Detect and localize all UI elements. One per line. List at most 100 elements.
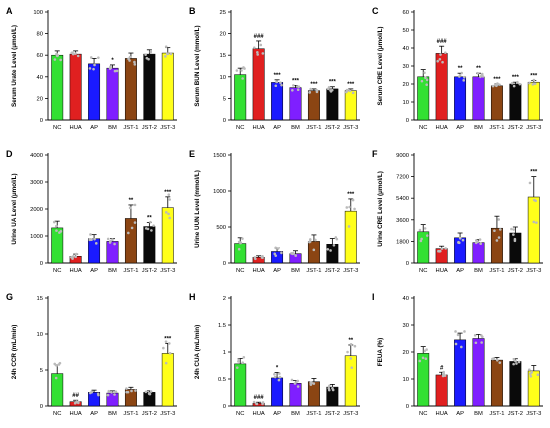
data-point [441,60,444,64]
data-point [128,55,132,59]
bar-jst-2 [509,232,522,264]
significance-label: *** [329,80,337,86]
data-point [495,239,499,242]
data-point [495,359,499,362]
bar-bm [289,383,302,407]
data-point [169,52,173,56]
data-point [113,242,116,246]
data-point [115,69,119,73]
bar-jst-2 [326,244,339,264]
significance-label: *** [530,73,538,79]
data-point [351,91,355,95]
data-point [532,220,536,224]
data-point [168,216,171,220]
significance-label: *** [347,82,355,88]
y-tick-label: 20 [37,96,43,102]
y-tick-label: 9000 [396,153,409,159]
data-point [144,390,148,394]
x-tick-label: HUA [253,411,265,417]
x-tick-label: AP [90,268,98,274]
data-point [418,359,422,363]
data-point [497,218,500,221]
data-point [89,233,92,236]
x-tick-label: JST-2 [142,411,157,417]
bar-nc [51,54,64,121]
panel-i: I FEUA (%) 0 10 20 30 40 NC # HUA AP BM JST-1 JST-2 JS… [372,292,543,417]
x-tick-label: JST-2 [508,268,523,274]
bar-jst-2 [509,83,522,121]
data-point [167,193,171,196]
y-tick-label: 1000 [213,189,226,195]
bar-ap [454,339,467,407]
bar-hua [435,374,448,407]
bar-jst-1 [490,227,503,264]
data-point [296,88,300,92]
significance-label: * [276,366,279,372]
data-point [164,340,168,343]
panel-d: D Urine UA Level (μmol/L) 0 1000 2000 3000 400… [6,149,177,274]
x-tick-label: AP [273,268,281,274]
data-point [534,199,537,203]
data-point [164,211,168,214]
y-tick-label: 50 [403,28,409,34]
data-point [93,237,96,241]
x-tick-label: NC [419,125,427,131]
data-point [290,378,294,382]
data-point [74,252,78,256]
data-point [242,356,246,359]
data-point [315,89,319,92]
data-point [480,341,483,344]
x-tick-label: HUA [253,268,265,274]
data-point [133,203,137,207]
y-axis-label: Urine UA Level (μmol/L) [11,173,18,244]
y-tick-label: 1.5 [218,323,226,329]
significance-label: *** [292,78,300,84]
significance-label: * [111,58,114,64]
x-tick-label: JST-3 [526,268,541,274]
data-point [53,58,57,61]
data-point [458,236,462,240]
panel-g: G 24h CCR (mL/min) 0 5 10 15 NC ## HUA AP BM JST-1 J… [6,292,177,417]
data-point [128,206,132,210]
data-point [425,83,428,87]
data-point [97,56,100,59]
data-point [106,393,110,397]
data-point [349,357,353,360]
y-tick-label: 40 [403,46,409,52]
data-point [425,348,428,351]
data-point [491,84,495,88]
data-point [513,239,517,243]
bar-ap [454,237,467,264]
bar-nc [234,243,247,264]
data-point [273,372,276,376]
data-point [113,69,117,73]
data-point [73,401,77,405]
y-axis-label: Urine CRE Level (μmol/L) [377,171,384,247]
data-point [419,239,423,243]
significance-label: *** [274,73,282,79]
data-point [278,375,282,379]
data-point [279,81,282,85]
x-tick-label: JST-1 [123,268,138,274]
data-point [261,52,265,55]
data-point [90,390,94,393]
data-point [512,362,515,366]
data-point [517,360,521,364]
data-point [345,206,349,209]
bar-hua [435,53,448,121]
x-tick-label: NC [236,268,244,274]
data-point [133,63,137,66]
data-point [59,58,62,62]
y-tick-label: 0 [40,118,43,124]
bar-jst-3 [161,207,174,264]
data-point [308,240,311,244]
bar-hua [252,48,265,121]
significance-label: ** [348,338,353,344]
y-axis-label: Serum Urate Level (μmol/L) [11,25,18,107]
data-point [134,389,137,392]
y-tick-label: 10 [403,377,409,383]
data-point [454,342,458,346]
y-tick-label: 2 [223,296,226,302]
bar-bm [472,338,485,407]
